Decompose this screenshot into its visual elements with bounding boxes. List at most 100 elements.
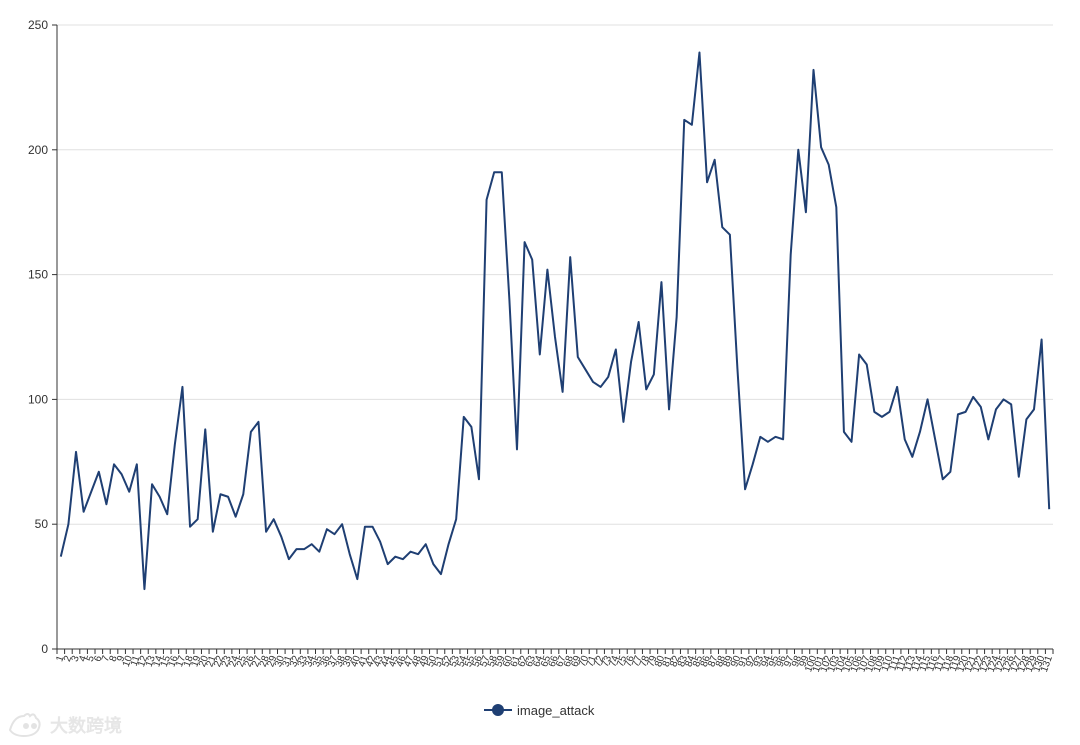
x-tick-label: 78 (638, 654, 652, 669)
y-tick-label: 0 (41, 642, 48, 656)
data-point (301, 546, 307, 552)
x-tick-label: 16 (167, 654, 181, 669)
legend[interactable]: image_attack (484, 703, 595, 718)
data-point (324, 526, 330, 532)
x-tick-label: 12 (136, 654, 150, 669)
x-tick-label: 9 (115, 654, 127, 663)
data-point (468, 424, 474, 430)
x-tick-label: 117 (933, 654, 949, 673)
x-tick-label: 33 (296, 654, 310, 669)
x-tick-label: 90 (729, 654, 743, 669)
x-tick-label: 98 (790, 654, 804, 669)
data-point (164, 511, 170, 517)
data-point (560, 389, 566, 395)
x-tick-label: 77 (630, 654, 644, 669)
data-point (202, 426, 208, 432)
x-tick-label: 59 (493, 654, 507, 669)
x-tick-label: 50 (425, 654, 439, 669)
data-point (119, 471, 125, 477)
x-tick-label: 30 (273, 654, 287, 669)
x-tick-label: 10 (121, 654, 135, 669)
x-tick-label: 22 (212, 654, 226, 669)
x-tick-label: 19 (189, 654, 203, 669)
data-point (978, 404, 984, 410)
x-tick-label: 87 (706, 654, 720, 669)
data-point (484, 197, 490, 203)
data-point (415, 551, 421, 557)
x-tick-label: 41 (357, 654, 371, 669)
data-point (271, 516, 277, 522)
data-point (233, 514, 239, 520)
data-point (438, 571, 444, 577)
data-point (446, 541, 452, 547)
data-point (225, 494, 231, 500)
data-point (149, 481, 155, 487)
data-point (385, 561, 391, 567)
data-point (856, 351, 862, 357)
x-tick-label: 46 (395, 654, 409, 669)
x-tick-label: 15 (159, 654, 173, 669)
data-point (871, 409, 877, 415)
x-tick-label: 73 (600, 654, 614, 669)
x-tick-label: 62 (516, 654, 530, 669)
data-point (909, 454, 915, 460)
x-tick-label: 65 (539, 654, 553, 669)
x-tick-label: 48 (410, 654, 424, 669)
data-point (73, 449, 79, 455)
x-tick-label: 6 (92, 654, 104, 663)
data-point (408, 549, 414, 555)
data-point (461, 414, 467, 420)
x-tick-label: 80 (653, 654, 667, 669)
data-point (370, 524, 376, 530)
data-point (620, 419, 626, 425)
x-tick-label: 3 (70, 654, 82, 663)
x-tick-label: 97 (782, 654, 796, 669)
x-tick-label: 60 (501, 654, 515, 669)
data-point (103, 501, 109, 507)
x-tick-label: 21 (205, 654, 219, 669)
data-point (1031, 406, 1037, 412)
data-point (179, 384, 185, 390)
x-tick-label: 91 (737, 654, 751, 669)
data-point (217, 491, 223, 497)
data-point (598, 384, 604, 390)
data-point (453, 516, 459, 522)
x-tick-label: 34 (303, 654, 317, 669)
y-tick-label: 50 (35, 517, 49, 531)
data-point (96, 469, 102, 475)
data-point (141, 586, 147, 592)
data-point (294, 546, 300, 552)
data-point (628, 359, 634, 365)
data-point (818, 144, 824, 150)
x-tick-label: 37 (326, 654, 340, 669)
data-point (552, 334, 558, 340)
data-point (575, 354, 581, 360)
y-tick-label: 200 (28, 143, 48, 157)
data-point (499, 169, 505, 175)
data-point (423, 541, 429, 547)
data-point (803, 209, 809, 215)
x-tick-label: 79 (646, 654, 660, 669)
x-tick-label: 36 (319, 654, 333, 669)
data-point (1016, 474, 1022, 480)
data-point (894, 384, 900, 390)
x-tick-label: 58 (486, 654, 500, 669)
x-tick-label: 68 (562, 654, 576, 669)
data-point (582, 366, 588, 372)
x-tick-label: 5 (85, 654, 97, 663)
x-tick-label: 88 (714, 654, 728, 669)
data-point (757, 434, 763, 440)
x-tick-label: 116 (925, 654, 941, 673)
data-point (963, 409, 969, 415)
x-tick-label: 53 (448, 654, 462, 669)
data-point (727, 232, 733, 238)
x-tick-label: 76 (623, 654, 637, 669)
x-tick-label: 84 (684, 654, 698, 669)
x-tick-label: 55 (463, 654, 477, 669)
x-tick-label: 47 (402, 654, 416, 669)
data-point (902, 436, 908, 442)
x-tick-label: 14 (151, 654, 165, 669)
legend-dot-icon (492, 704, 504, 716)
x-tick-label: 7 (100, 654, 112, 663)
x-tick-label: 119 (948, 654, 964, 673)
